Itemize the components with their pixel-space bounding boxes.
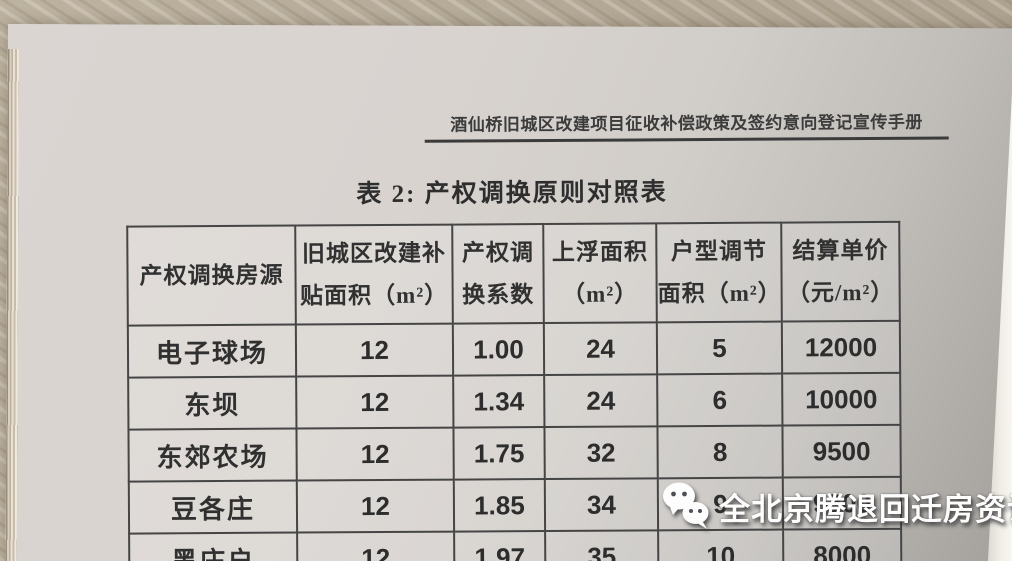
cell-value: 8 bbox=[657, 425, 783, 479]
booklet-header: 酒仙桥旧城区改建项目征收补偿政策及签约意向登记宣传手册 bbox=[424, 107, 949, 143]
cell-value: 1.34 bbox=[453, 375, 545, 428]
cell-value: 1.97 bbox=[454, 531, 546, 561]
column-header-4: 户型调节 面积（m²） bbox=[656, 222, 782, 323]
cell-value: 1.00 bbox=[452, 323, 545, 376]
cell-value: 12000 bbox=[781, 320, 901, 374]
column-header-0: 产权调换房源 bbox=[127, 225, 296, 326]
column-header-3: 上浮面积 （m²） bbox=[543, 223, 657, 324]
cell-value: 12 bbox=[297, 531, 455, 561]
table-row: 东郊农场 12 1.75 32 8 9500 bbox=[128, 424, 901, 482]
cell-value: 32 bbox=[544, 426, 658, 480]
table-row: 东坝 12 1.34 24 6 10000 bbox=[128, 372, 901, 430]
cell-value: 6 bbox=[657, 373, 783, 427]
cell-value: 10000 bbox=[782, 372, 901, 426]
cell-value: 34 bbox=[544, 478, 659, 532]
wechat-icon bbox=[663, 482, 709, 529]
watermark: 全北京腾退回迁房资讯 bbox=[662, 481, 1012, 531]
cell-value: 24 bbox=[544, 374, 658, 428]
cell-value: 12 bbox=[296, 479, 455, 533]
cell-value: 10 bbox=[658, 529, 784, 561]
cell-value: 35 bbox=[545, 530, 659, 561]
column-header-5: 结算单价 （元/m²） bbox=[781, 221, 900, 322]
column-header-2: 产权调 换系数 bbox=[452, 224, 544, 324]
row-label: 电子球场 bbox=[127, 324, 297, 378]
table-row: 电子球场 12 1.00 24 5 12000 bbox=[127, 320, 901, 378]
table-title: 表 2: 产权调换原则对照表 bbox=[356, 179, 668, 209]
column-header-1: 旧城区改建补 贴面积（m²） bbox=[295, 224, 453, 325]
row-label: 豆各庄 bbox=[128, 480, 298, 534]
cell-value: 1.75 bbox=[453, 427, 545, 480]
cell-value: 24 bbox=[543, 322, 658, 376]
stacked-page-edges bbox=[5, 48, 19, 561]
cell-value: 12 bbox=[295, 323, 454, 377]
row-label: 东郊农场 bbox=[128, 428, 297, 482]
cell-value: 8000 bbox=[783, 528, 902, 561]
table-header-row: 产权调换房源 旧城区改建补 贴面积（m²） 产权调 换系数 上浮面积 （m²） 户型调节… bbox=[127, 221, 900, 326]
row-label: 黑庄户 bbox=[129, 532, 298, 561]
row-label: 东坝 bbox=[128, 376, 297, 430]
cell-value: 9500 bbox=[782, 424, 901, 478]
cell-value: 5 bbox=[656, 321, 783, 375]
cell-value: 1.85 bbox=[453, 479, 546, 532]
cell-value: 12 bbox=[296, 427, 454, 481]
watermark-text: 全北京腾退回迁房资讯 bbox=[719, 491, 1012, 527]
cell-value: 12 bbox=[296, 375, 454, 429]
